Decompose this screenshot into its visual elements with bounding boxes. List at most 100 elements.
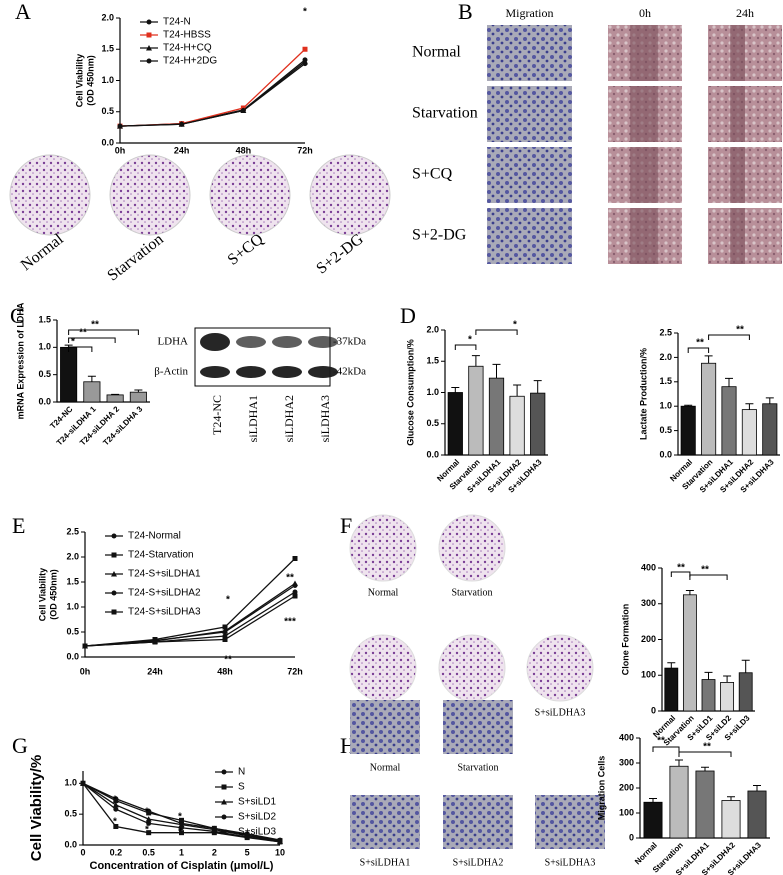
error-bar	[513, 384, 522, 397]
point	[113, 798, 119, 804]
legend-marker	[221, 799, 227, 805]
legend-label: T24-Starvation	[128, 550, 194, 561]
significance: *	[468, 335, 472, 346]
x-tick-label: 0	[80, 847, 85, 857]
column-header: 0h	[639, 6, 651, 20]
significance: **	[736, 325, 744, 336]
legend-label: T24-Normal	[128, 531, 181, 542]
bar	[106, 394, 124, 403]
bar	[83, 381, 101, 403]
x-tick-label: 10	[275, 847, 285, 857]
legend-marker	[146, 58, 152, 64]
y-tick-label: 300	[641, 598, 656, 608]
micrograph	[487, 25, 572, 81]
x-tick-label: 0.5	[142, 847, 155, 857]
point	[113, 824, 119, 829]
x-tick-label: 0h	[115, 145, 126, 155]
image-label: Starvation	[457, 762, 498, 773]
point	[302, 61, 308, 67]
y-tick-label: 0.5	[426, 418, 439, 428]
sig-bracket	[652, 746, 680, 752]
error-bar	[704, 671, 713, 680]
significance: *	[113, 817, 117, 828]
bar	[762, 403, 778, 456]
point	[179, 121, 185, 127]
significance: *	[178, 827, 182, 838]
point	[211, 830, 217, 836]
y-tick-label: 400	[641, 562, 656, 572]
error-bar	[723, 675, 732, 683]
x-tick-label: 2	[212, 847, 217, 857]
legend-label: N	[238, 767, 245, 778]
sig-bracket	[678, 751, 732, 757]
bar	[701, 362, 717, 456]
error-bar	[745, 403, 754, 410]
band-size: -42kDa	[333, 366, 366, 378]
y-tick-label: 2.0	[66, 551, 79, 561]
significance: **	[657, 736, 665, 747]
y-tick-label: 1.5	[426, 356, 439, 366]
band-label: β-Actin	[154, 366, 188, 378]
y-axis-label: (OD 450nm)	[85, 55, 95, 106]
row-label: Starvation	[412, 105, 478, 122]
series-line	[84, 558, 296, 647]
micrograph	[350, 700, 420, 754]
significance: *	[226, 595, 230, 606]
legend-label: S	[238, 782, 245, 793]
y-tick-label: 0.5	[659, 425, 672, 435]
micrograph	[350, 795, 420, 849]
bar	[721, 386, 737, 456]
panel-letter: F	[340, 513, 352, 538]
error-bar	[704, 355, 713, 364]
wound-gap	[730, 208, 745, 264]
y-tick-label: 1.5	[66, 576, 79, 586]
micrograph	[487, 147, 572, 203]
y-axis-label: Cell Viability/%	[28, 755, 45, 861]
image-label: Normal	[368, 587, 399, 598]
point	[117, 123, 123, 129]
point	[292, 556, 298, 561]
significance: **	[224, 655, 232, 666]
error-bar	[471, 355, 480, 367]
legend-marker	[146, 19, 152, 25]
y-axis-label: Cell Viability	[74, 54, 84, 107]
bar	[447, 392, 463, 456]
significance: **	[677, 563, 685, 574]
legend-label: T24-N	[163, 17, 191, 28]
y-tick-label: 0.5	[64, 809, 77, 819]
blot-band	[308, 366, 338, 378]
blot-band	[200, 333, 230, 351]
legend-label: T24-H+2DG	[163, 56, 217, 67]
x-tick-label: 24h	[147, 666, 163, 676]
y-tick-label: 0.0	[66, 651, 79, 661]
point	[146, 810, 152, 816]
bar	[720, 682, 735, 712]
y-tick-label: 1.0	[101, 75, 114, 85]
y-tick-label: 2.5	[659, 327, 672, 337]
dish-image	[438, 634, 506, 702]
lane-label: T24-NC	[210, 395, 224, 435]
column-header: 24h	[736, 6, 754, 20]
x-tick-label: 1	[179, 847, 184, 857]
x-tick-label: 72h	[297, 145, 313, 155]
y-tick-label: 0.5	[38, 369, 51, 379]
dish-label: S+CQ	[225, 230, 267, 268]
significance: *	[303, 7, 307, 18]
y-tick-label: 0.0	[659, 449, 672, 459]
dish-label: Starvation	[104, 231, 166, 285]
point	[292, 593, 298, 599]
blot-band	[272, 336, 302, 348]
y-axis-label: (OD 450nm)	[48, 569, 58, 620]
wound-gap	[730, 86, 745, 142]
blot-band	[308, 336, 338, 348]
dish-image	[9, 154, 91, 236]
legend-marker	[221, 829, 227, 835]
image-label: S+siLDHA3	[545, 857, 596, 868]
error-bar	[727, 796, 735, 801]
x-axis-label: Concentration of Cisplatin (μmol/L)	[90, 860, 274, 872]
point	[292, 580, 298, 586]
y-tick-label: 1.5	[659, 376, 672, 386]
sig-bracket	[687, 347, 710, 353]
panel-letter: D	[400, 303, 416, 328]
point	[82, 643, 88, 649]
